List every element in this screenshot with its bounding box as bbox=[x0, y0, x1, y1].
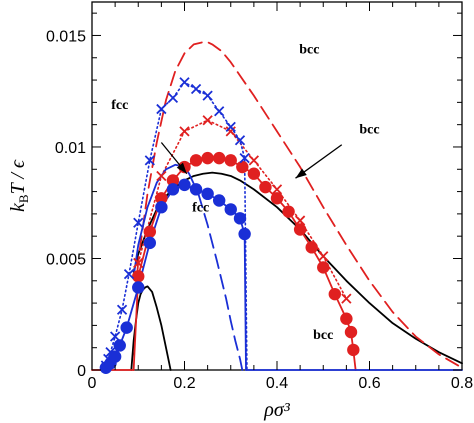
series-5-point bbox=[225, 121, 236, 133]
series-5-point bbox=[116, 304, 128, 315]
series-5-point bbox=[190, 83, 202, 95]
y-tick-label: 0.01 bbox=[55, 140, 86, 157]
series-4-point bbox=[201, 151, 214, 165]
y-axis-label-rest: T / ϵ bbox=[7, 159, 29, 194]
series-3-point bbox=[156, 170, 167, 182]
series-6-point bbox=[224, 203, 237, 216]
series-4-point bbox=[282, 205, 295, 218]
series-4-point bbox=[212, 151, 226, 165]
series-5-point bbox=[167, 92, 179, 104]
series-6-point bbox=[120, 321, 133, 334]
annotation-label-4: bcc bbox=[313, 328, 333, 343]
marker-layer bbox=[99, 77, 360, 374]
series-4-point bbox=[247, 167, 261, 180]
x-tick-label: 0 bbox=[88, 375, 97, 392]
y-axis-label-main: k bbox=[7, 202, 29, 212]
series-4-point bbox=[305, 241, 318, 254]
annotation-arrowhead-0 bbox=[176, 162, 187, 174]
series-6-point bbox=[201, 187, 214, 201]
series-4-point bbox=[155, 192, 168, 205]
x-tick-label: 0.6 bbox=[358, 375, 380, 392]
series-3-point bbox=[341, 293, 352, 304]
series-4-point bbox=[340, 312, 353, 325]
series-5-point bbox=[144, 155, 155, 166]
series-5-point bbox=[156, 103, 167, 115]
series-6-point bbox=[108, 350, 122, 363]
x-tick-label: 0.2 bbox=[173, 375, 195, 392]
series-4-point bbox=[328, 287, 342, 301]
series-6-point bbox=[155, 200, 168, 214]
y-tick-label: 0.015 bbox=[46, 28, 86, 45]
series-5-point bbox=[123, 268, 135, 280]
series-5-point bbox=[179, 77, 190, 88]
series-4-point bbox=[132, 270, 145, 283]
x-tick-label: 0.4 bbox=[266, 375, 288, 392]
series-line-3 bbox=[137, 119, 348, 300]
series-line-1 bbox=[132, 171, 463, 365]
series-5-point bbox=[239, 152, 250, 164]
x-axis-label: ρσ³ bbox=[263, 399, 290, 421]
tick-layer: 0 0.2 0.4 0.6 0.8 0 0.005 0.01 0.015 bbox=[46, 2, 473, 392]
series-6-point bbox=[238, 227, 251, 241]
y-axis-label-sub: B bbox=[16, 194, 31, 203]
annotation-layer: bcc fcc bcc fcc bcc bbox=[111, 42, 379, 342]
plot-border bbox=[91, 1, 463, 371]
series-6-point bbox=[212, 194, 226, 207]
series-4-point bbox=[344, 325, 358, 339]
series-5-point bbox=[133, 217, 144, 228]
series-5-point bbox=[202, 90, 213, 101]
series-line-2 bbox=[135, 41, 463, 369]
series-4-point bbox=[270, 192, 284, 205]
series-6-point bbox=[143, 236, 157, 250]
series-3-point bbox=[179, 126, 190, 137]
annotation-label-0: bcc bbox=[299, 42, 319, 57]
series-3-point bbox=[225, 126, 236, 137]
series-4-point bbox=[189, 154, 203, 167]
series-6-point bbox=[132, 281, 145, 294]
series-3-point bbox=[202, 115, 213, 126]
plot-frame bbox=[91, 1, 463, 371]
series-3-point bbox=[248, 155, 260, 166]
series-3-point bbox=[271, 184, 283, 195]
series-6-point bbox=[166, 183, 180, 196]
annotation-arrowhead-1 bbox=[295, 168, 307, 179]
series-4-point bbox=[143, 225, 157, 238]
series-line-8 bbox=[197, 192, 244, 371]
x-tick-label: 0.8 bbox=[451, 375, 473, 392]
series-3-point bbox=[294, 215, 306, 226]
series-4-point bbox=[293, 223, 307, 236]
series-5-point bbox=[234, 135, 246, 146]
series-4-point bbox=[166, 174, 180, 187]
series-5-point bbox=[214, 106, 225, 117]
series-3-point bbox=[318, 251, 329, 262]
series-layer bbox=[91, 41, 463, 371]
series-4-point bbox=[259, 180, 272, 194]
series-6-point bbox=[178, 178, 191, 192]
y-tick-label: 0.005 bbox=[46, 251, 86, 268]
series-4-point bbox=[236, 160, 249, 174]
series-4-point bbox=[317, 261, 330, 274]
y-axis-label: kBT / ϵ bbox=[7, 159, 31, 212]
annotation-label-2: bcc bbox=[359, 123, 379, 138]
series-6-point bbox=[233, 212, 247, 225]
series-3-point bbox=[133, 257, 144, 269]
series-4-point bbox=[224, 154, 237, 167]
series-4-point bbox=[347, 343, 360, 357]
series-6-point bbox=[113, 339, 126, 352]
annotation-label-3: fcc bbox=[192, 201, 209, 216]
annotation-label-1: fcc bbox=[111, 98, 128, 113]
series-6-point bbox=[189, 183, 203, 196]
y-tick-label: 0 bbox=[77, 363, 86, 380]
